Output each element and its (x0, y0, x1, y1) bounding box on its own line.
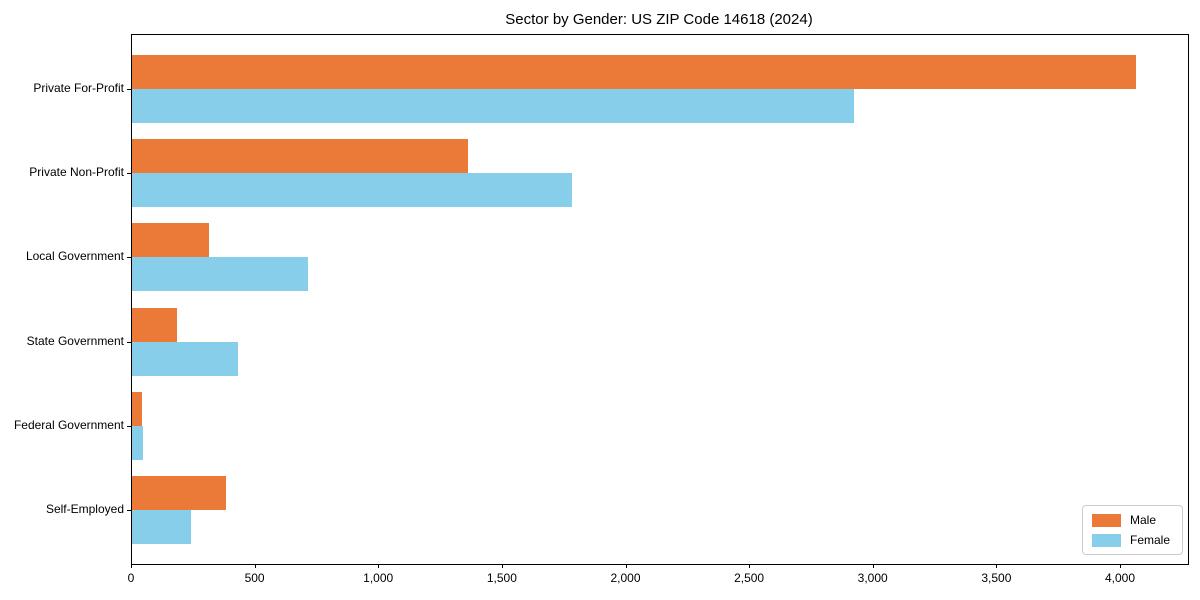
x-axis-tick-label-1500: 1,500 (486, 571, 517, 585)
x-axis-tick-label-2500: 2,500 (734, 571, 765, 585)
x-axis-tick-label-3000: 3,000 (857, 571, 888, 585)
legend: Male Female (1081, 505, 1183, 555)
y-tick-state-government (127, 341, 131, 343)
y-tick-local-government (127, 257, 131, 259)
bar-male-federal-government (132, 391, 142, 426)
x-tick-2500 (749, 564, 751, 568)
x-tick-0 (131, 564, 132, 568)
legend-swatch-female (1091, 533, 1121, 547)
x-tick-3000 (872, 564, 874, 568)
x-axis-tick-label-2000: 2,000 (610, 571, 641, 585)
legend-entry-female: Female (1091, 533, 1170, 547)
bar-female-private-for-profit (132, 89, 854, 123)
legend-entry-male: Male (1091, 513, 1170, 527)
y-tick-federal-government (127, 425, 131, 427)
x-tick-1500 (501, 564, 503, 568)
x-tick-4000 (1120, 564, 1121, 568)
bar-female-self-employed (132, 510, 192, 544)
bar-male-self-employed (132, 476, 226, 510)
chart-title: Sector by Gender: US ZIP Code 14618 (202… (505, 11, 813, 28)
bar-male-local-government (132, 223, 209, 258)
y-tick-private-for-profit (127, 89, 131, 90)
y-axis-labels: Private For-Profit Private Non-Profit Loca… (0, 34, 124, 563)
y-axis-label-state-government: State Government (26, 333, 124, 348)
x-axis-tick-label-1000: 1,000 (363, 571, 394, 585)
y-axis-label-private-non-profit: Private Non-Profit (29, 165, 124, 180)
bar-female-local-government (132, 257, 308, 292)
x-axis-tick-label-3500: 3,500 (981, 571, 1012, 585)
bar-male-private-non-profit (132, 139, 469, 174)
bar-female-federal-government (132, 425, 144, 460)
x-tick-2000 (625, 564, 627, 568)
y-tick-private-non-profit (127, 173, 131, 175)
y-tick-self-employed (127, 510, 131, 511)
y-axis-label-self-employed: Self-Employed (45, 502, 124, 516)
x-axis: 0 500 1,000 1,500 2,000 2,500 3,000 3,500 4,000 (128, 564, 1187, 594)
x-tick-500 (254, 564, 256, 568)
x-tick-1000 (378, 564, 380, 568)
x-tick-3500 (996, 564, 998, 568)
bar-female-state-government (132, 341, 239, 376)
y-axis-label-local-government: Local Government (25, 249, 124, 264)
y-axis-label-federal-government: Federal Government (13, 417, 124, 432)
x-axis-tick-label-500: 500 (244, 571, 265, 585)
legend-swatch-male (1091, 513, 1121, 527)
bar-female-private-non-profit (132, 173, 573, 208)
legend-label-male: Male (1129, 513, 1156, 527)
y-axis-label-private-for-profit: Private For-Profit (33, 81, 124, 95)
bar-male-state-government (132, 307, 177, 342)
bar-male-private-for-profit (132, 55, 1136, 89)
x-axis-tick-label-0: 0 (127, 571, 135, 585)
plot-area: Male Female (127, 34, 1189, 565)
legend-label-female: Female (1129, 533, 1170, 547)
x-axis-tick-label-4000: 4,000 (1104, 571, 1136, 585)
